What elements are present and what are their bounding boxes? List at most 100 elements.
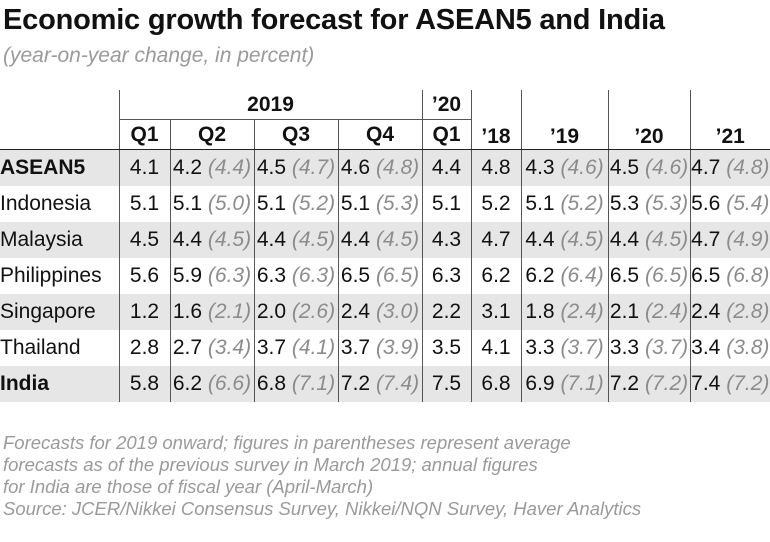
forecast-value: 3.4 xyxy=(691,336,721,359)
cell-q2-2019: 4.4 (4.5) xyxy=(169,222,254,258)
previous-forecast-value: (4.6) xyxy=(644,156,689,179)
forecast-value: 6.9 xyxy=(525,372,555,395)
previous-forecast-value: (6.5) xyxy=(375,264,420,287)
cell-annual-2018: 6.2 xyxy=(470,258,522,294)
table-row: Singapore 1.2 1.6 (2.1) 2.0 (2.6) 2.4 (3.0) 2… xyxy=(0,294,770,330)
forecast-value: 4.8 xyxy=(481,156,511,179)
previous-forecast-value: (4.5) xyxy=(560,228,604,251)
forecast-table: 2019 ’20 ’18 ’19 ’20 ’21 Q1 Q2 Q3 Q4 Q1 … xyxy=(0,90,770,402)
previous-forecast-value: (4.4) xyxy=(207,156,252,179)
footnote: Forecasts for 2019 onward; figures in pa… xyxy=(3,432,768,520)
cell-q4-2019: 7.2 (7.4) xyxy=(337,366,423,402)
forecast-value: 4.4 xyxy=(172,228,203,251)
forecast-value: 6.2 xyxy=(525,264,555,287)
forecast-value: 4.7 xyxy=(691,228,721,251)
previous-forecast-value: (2.4) xyxy=(644,300,689,323)
cell-annual-2020: 5.3 (5.3) xyxy=(607,186,691,222)
cell-annual-2021: 3.4 (3.8) xyxy=(689,330,770,366)
previous-forecast-value: (5.0) xyxy=(207,192,252,215)
forecast-value: 4.6 xyxy=(340,156,371,179)
cell-annual-2020: 4.4 (4.5) xyxy=(607,222,691,258)
forecast-value: 5.2 xyxy=(481,192,511,215)
previous-forecast-value: (7.1) xyxy=(291,372,336,395)
forecast-value: 6.5 xyxy=(340,264,371,287)
previous-forecast-value: (3.4) xyxy=(207,336,252,359)
forecast-value: 7.4 xyxy=(691,372,721,395)
header-q4-2019: Q4 xyxy=(337,119,423,150)
row-label: ASEAN5 xyxy=(0,149,119,186)
previous-forecast-value: (4.8) xyxy=(726,156,770,179)
forecast-value: 4.7 xyxy=(481,228,511,251)
footnote-line-1: Forecasts for 2019 onward; figures in pa… xyxy=(3,432,571,453)
previous-forecast-value: (4.5) xyxy=(375,228,420,251)
cell-q1-2020: 2.2 xyxy=(421,294,472,330)
forecast-value: 6.3 xyxy=(431,264,462,287)
cell-q1-2019: 1.2 xyxy=(118,294,170,330)
forecast-value: 6.8 xyxy=(481,372,511,395)
header-q1-2019: Q1 xyxy=(118,119,170,150)
forecast-value: 5.8 xyxy=(129,372,160,395)
cell-q1-2019: 4.1 xyxy=(118,149,170,186)
forecast-value: 2.0 xyxy=(256,300,287,323)
cell-annual-2018: 4.7 xyxy=(470,222,522,258)
table-row: Philippines 5.6 5.9 (6.3) 6.3 (6.3) 6.5 (6.5… xyxy=(0,258,770,294)
forecast-value: 4.1 xyxy=(481,336,511,359)
forecast-value: 4.5 xyxy=(129,228,160,251)
cell-annual-2020: 7.2 (7.2) xyxy=(607,366,691,402)
forecast-value: 2.2 xyxy=(431,300,462,323)
forecast-value: 4.5 xyxy=(609,156,640,179)
forecast-value: 6.2 xyxy=(481,264,511,287)
previous-forecast-value: (6.3) xyxy=(291,264,336,287)
cell-q1-2020: 6.3 xyxy=(421,258,472,294)
cell-q3-2019: 5.1 (5.2) xyxy=(253,186,338,222)
forecast-value: 5.1 xyxy=(340,192,371,215)
previous-forecast-value: (6.5) xyxy=(644,264,689,287)
row-label: India xyxy=(0,366,119,402)
cell-annual-2019: 6.2 (6.4) xyxy=(520,258,609,294)
cell-annual-2019: 4.3 (4.6) xyxy=(520,149,609,186)
cell-q3-2019: 2.0 (2.6) xyxy=(253,294,338,330)
forecast-value: 3.1 xyxy=(481,300,511,323)
row-label: Philippines xyxy=(0,264,102,287)
cell-q4-2019: 4.6 (4.8) xyxy=(337,149,423,186)
forecast-value: 7.2 xyxy=(340,372,371,395)
forecast-value: 5.1 xyxy=(172,192,203,215)
forecast-value: 5.6 xyxy=(691,192,721,215)
cell-q4-2019: 5.1 (5.3) xyxy=(337,186,423,222)
header-year-2019: 2019 xyxy=(118,90,423,120)
cell-annual-2018: 6.8 xyxy=(470,366,522,402)
previous-forecast-value: (4.5) xyxy=(644,228,689,251)
row-label: Thailand xyxy=(0,336,81,359)
forecast-value: 6.8 xyxy=(256,372,287,395)
previous-forecast-value: (6.4) xyxy=(560,264,604,287)
table-row: India 5.8 6.2 (6.6) 6.8 (7.1) 7.2 (7.4) 7.5 6.… xyxy=(0,366,770,402)
cell-q1-2019: 2.8 xyxy=(118,330,170,366)
cell-annual-2018: 3.1 xyxy=(470,294,522,330)
table-row: Thailand 2.8 2.7 (3.4) 3.7 (4.1) 3.7 (3.9) 3.… xyxy=(0,330,770,366)
forecast-value: 4.3 xyxy=(525,156,555,179)
cell-q1-2020: 7.5 xyxy=(421,366,472,402)
cell-q3-2019: 4.4 (4.5) xyxy=(253,222,338,258)
cell-annual-2020: 2.1 (2.4) xyxy=(607,294,691,330)
cell-annual-2021: 4.7 (4.8) xyxy=(689,149,770,186)
previous-forecast-value: (2.4) xyxy=(560,300,604,323)
cell-q2-2019: 1.6 (2.1) xyxy=(169,294,254,330)
table-row: ASEAN5 4.1 4.2 (4.4) 4.5 (4.7) 4.6 (4.8) 4.4 4… xyxy=(0,149,770,186)
cell-q2-2019: 2.7 (3.4) xyxy=(169,330,254,366)
cell-q2-2019: 4.2 (4.4) xyxy=(169,149,254,186)
previous-forecast-value: (5.2) xyxy=(291,192,336,215)
previous-forecast-value: (4.8) xyxy=(375,156,420,179)
cell-annual-2020: 6.5 (6.5) xyxy=(607,258,691,294)
header-q1-2020: Q1 xyxy=(421,119,472,150)
forecast-value: 1.2 xyxy=(129,300,160,323)
header-q2-2019: Q2 xyxy=(169,119,254,150)
footnote-source: Source: JCER/Nikkei Consensus Survey, Ni… xyxy=(3,498,642,519)
header-empty xyxy=(0,119,119,150)
previous-forecast-value: (4.7) xyxy=(291,156,336,179)
forecast-value: 3.3 xyxy=(525,336,555,359)
forecast-value: 1.6 xyxy=(172,300,203,323)
forecast-value: 4.2 xyxy=(172,156,203,179)
cell-annual-2021: 6.5 (6.8) xyxy=(689,258,770,294)
header-year-20: ’20 xyxy=(421,90,472,120)
row-label: Malaysia xyxy=(0,222,119,258)
